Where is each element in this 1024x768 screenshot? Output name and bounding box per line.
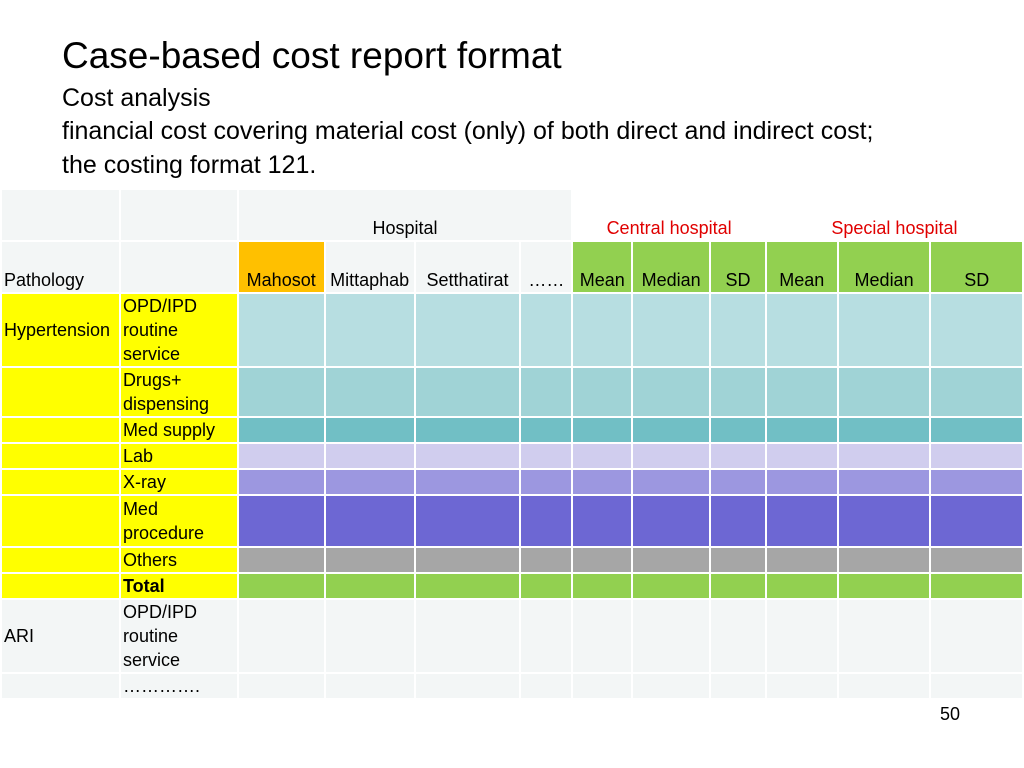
table-header-group-row: Hospital Central hospital Special hospit… <box>0 188 1024 242</box>
item-others-cell: Others <box>118 546 239 574</box>
item-more-cell: …………. <box>118 672 239 700</box>
table-row: Med supply <box>0 416 1024 444</box>
item-opd-ipd-cell: OPD/IPD routine service <box>118 292 239 368</box>
table-row: Lab <box>0 442 1024 470</box>
pathology-column-header: Pathology <box>0 240 121 294</box>
more-hospitals-column-header: …… <box>519 240 574 294</box>
item-ari-opd-ipd-cell: OPD/IPD routine service <box>118 598 239 674</box>
header-empty-cell <box>0 188 121 242</box>
table-row: …………. <box>0 672 1024 700</box>
page-number: 50 <box>940 704 961 724</box>
hospital-group-header: Hospital <box>236 188 574 242</box>
slide-subtitle-cost-analysis: Cost analysis <box>62 84 211 112</box>
table-header-column-row: Pathology Mahosot Mittaphab Setthatirat … <box>0 240 1024 294</box>
central-sd-column-header: SD <box>709 240 767 294</box>
table-row: Med procedure <box>0 494 1024 548</box>
mittaphab-column-header: Mittaphab <box>323 240 416 294</box>
table-row: ARI OPD/IPD routine service <box>0 598 1024 674</box>
setthatirat-column-header: Setthatirat <box>413 240 522 294</box>
slide-subtitle-financial-cost: financial cost covering material cost (o… <box>62 117 874 145</box>
header-empty-cell <box>118 188 239 242</box>
table-row: Drugs+ dispensing <box>0 366 1024 418</box>
special-median-column-header: Median <box>836 240 932 294</box>
pathology-hypertension-cell: Hypertension <box>0 292 121 368</box>
mahosot-column-header: Mahosot <box>236 240 326 294</box>
header-empty-cell <box>118 240 239 294</box>
slide-title: Case-based cost report format <box>62 35 562 76</box>
pathology-ari-cell: ARI <box>0 598 121 674</box>
slide-subtitle-costing-format: the costing format 121. <box>62 151 317 179</box>
item-med-supply-cell: Med supply <box>118 416 239 444</box>
item-med-procedure-cell: Med procedure <box>118 494 239 548</box>
special-mean-column-header: Mean <box>764 240 839 294</box>
special-sd-column-header: SD <box>929 240 1024 294</box>
item-xray-cell: X-ray <box>118 468 239 496</box>
special-hospital-group-header: Special hospital <box>764 188 1024 242</box>
item-total-cell: Total <box>118 572 239 600</box>
table-row: Total <box>0 572 1024 600</box>
central-mean-column-header: Mean <box>571 240 634 294</box>
item-drugs-dispensing-cell: Drugs+ dispensing <box>118 366 239 418</box>
cost-report-table: Hospital Central hospital Special hospit… <box>0 188 1024 700</box>
table-row: Others <box>0 546 1024 574</box>
table-row: X-ray <box>0 468 1024 496</box>
table-row: Hypertension OPD/IPD routine service <box>0 292 1024 368</box>
item-lab-cell: Lab <box>118 442 239 470</box>
central-hospital-group-header: Central hospital <box>571 188 767 242</box>
central-median-column-header: Median <box>631 240 712 294</box>
